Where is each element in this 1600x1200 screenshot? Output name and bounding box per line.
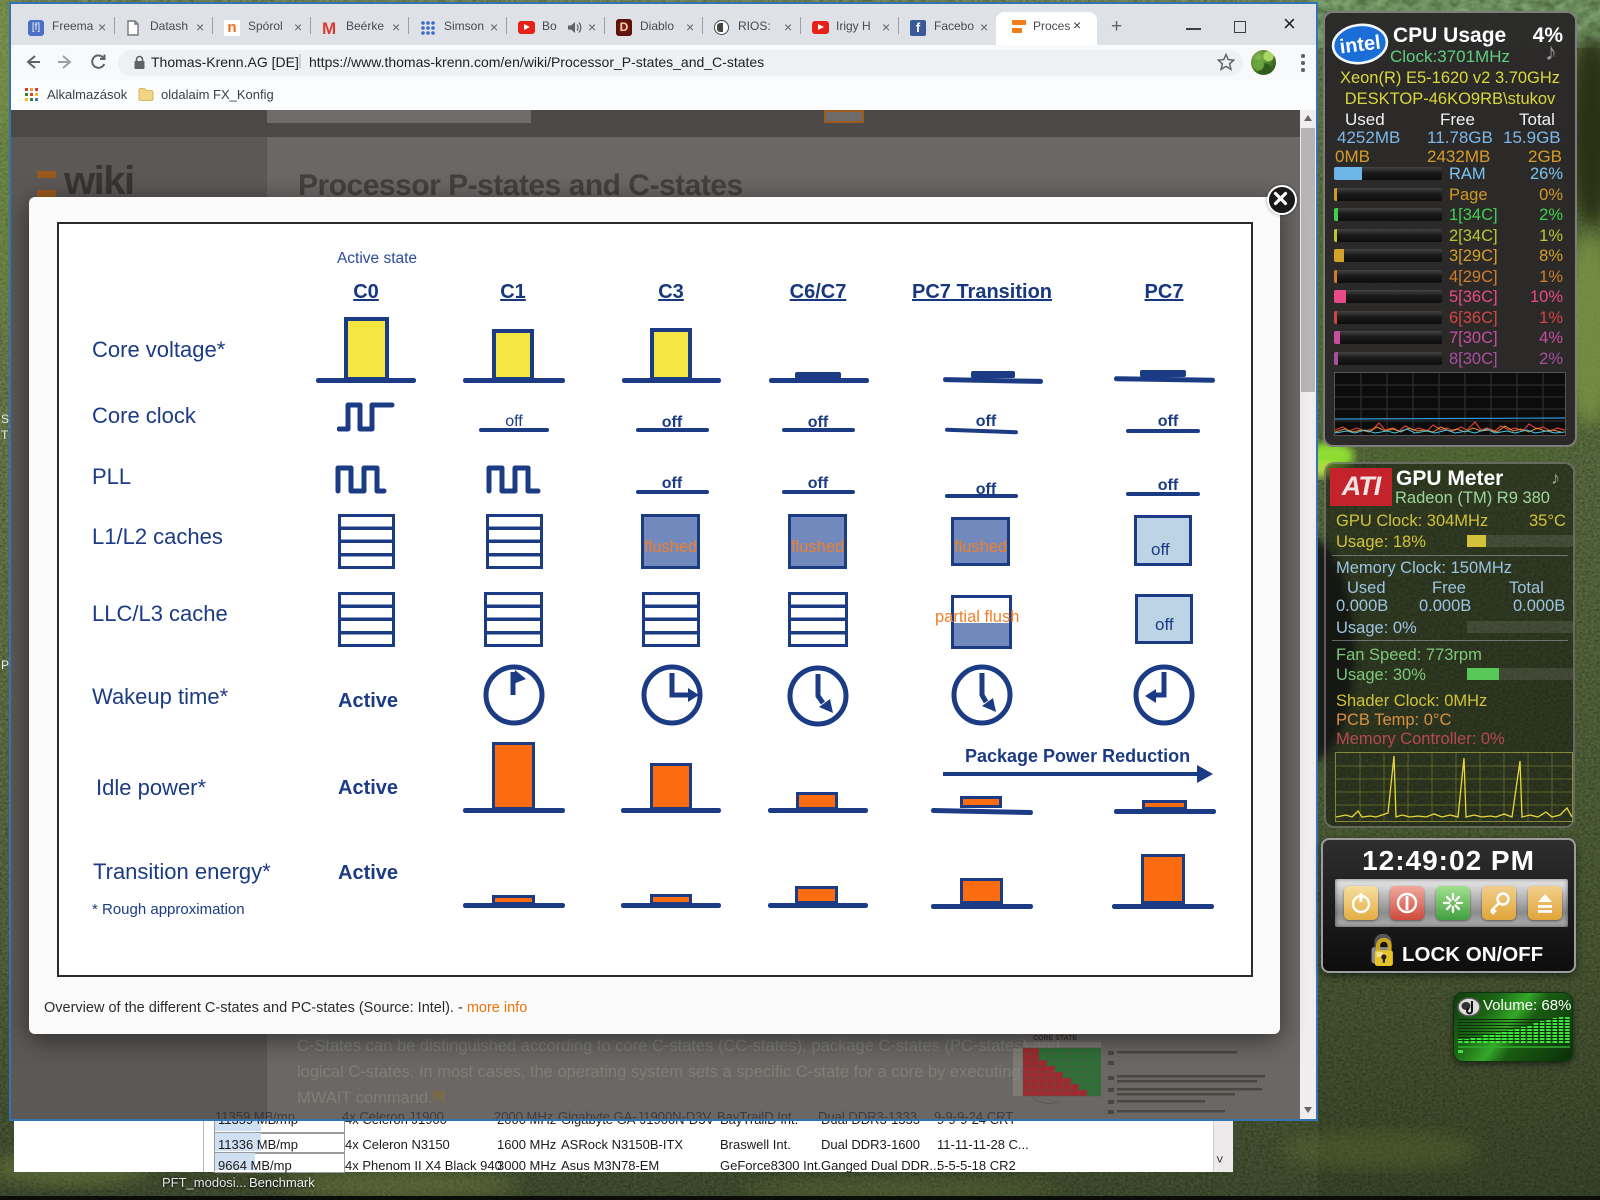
svg-text:P: P (1, 658, 9, 672)
svg-text:S: S (1, 412, 9, 426)
svg-text:intel: intel (1338, 32, 1381, 59)
svg-text:T: T (1, 428, 9, 442)
